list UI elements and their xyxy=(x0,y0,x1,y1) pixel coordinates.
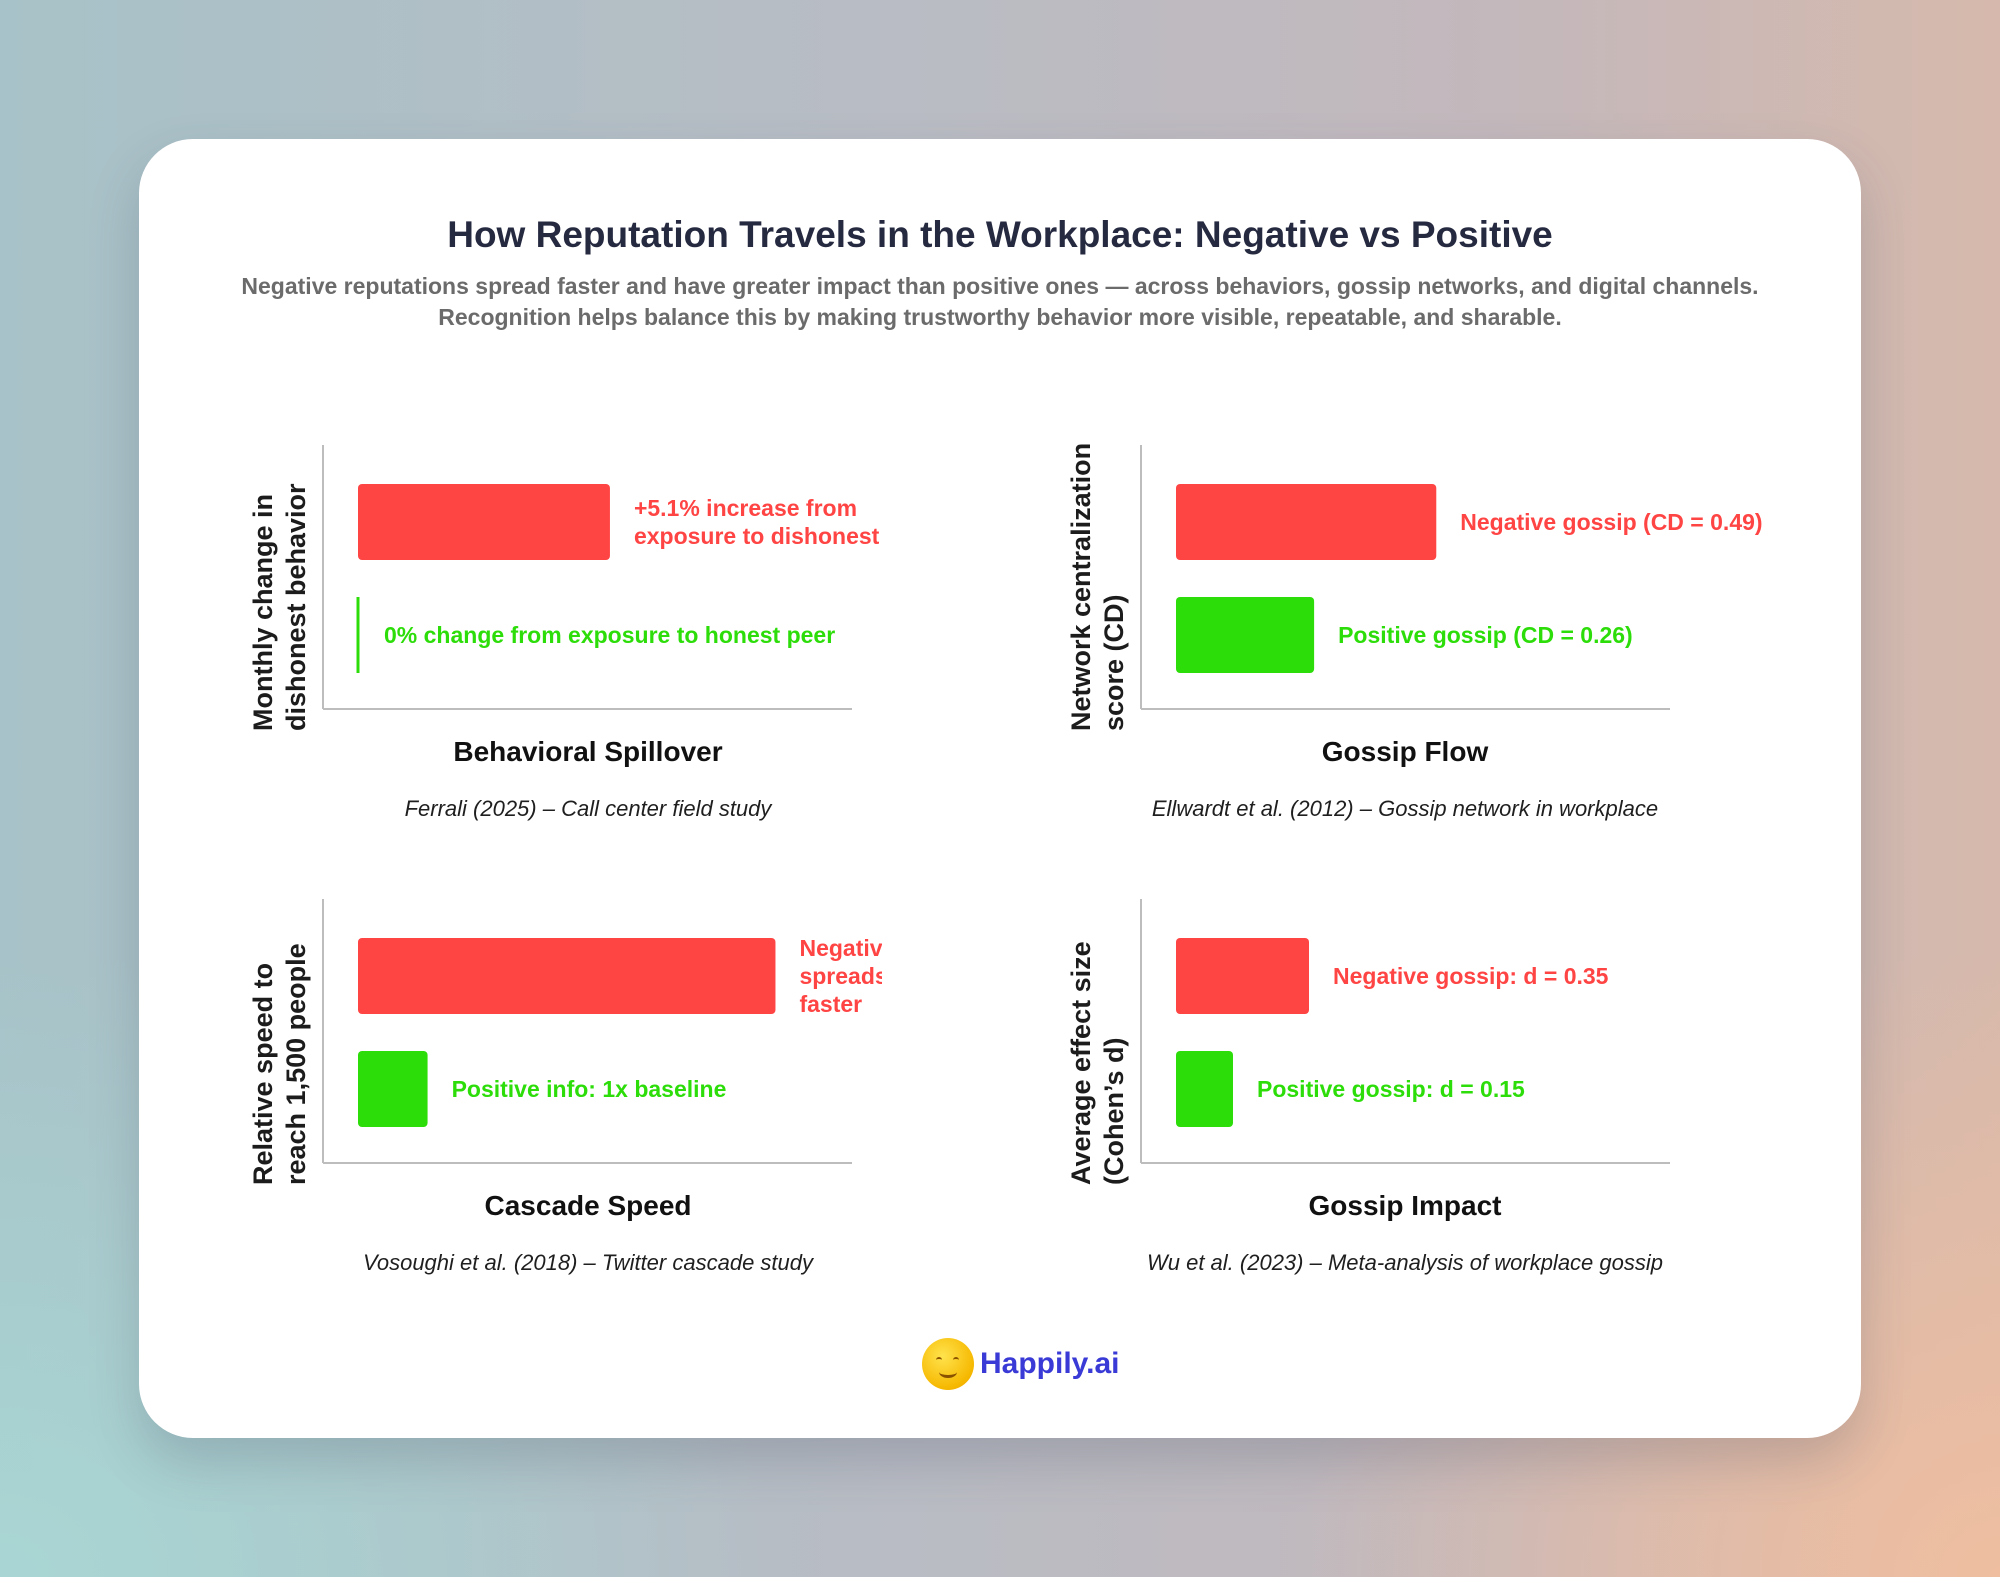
positive-data-label: Positive info: 1x baseline xyxy=(452,1076,727,1102)
negative-data-label-line: spreads 6x xyxy=(799,963,882,989)
y-axis-label-line-2: score (CD) xyxy=(1099,594,1129,731)
gossip-impact-chart: Negative gossip: d = 0.35 Positive gossip… xyxy=(1140,899,1670,1164)
happily-logo: Happily.ai xyxy=(922,1336,1119,1392)
negative-bar xyxy=(358,484,610,560)
positive-bar xyxy=(1176,597,1315,673)
negative-data-label-line: exposure to dishonest peer xyxy=(634,523,882,549)
chart-source: Wu et al. (2023) – Meta-analysis of work… xyxy=(1146,1250,1663,1275)
smiley-face-icon xyxy=(922,1338,974,1390)
y-axis-label-line-2: dishonest behavior xyxy=(281,483,311,731)
negative-data-label: Negative gossip: d = 0.35 xyxy=(1333,963,1609,989)
y-axis-label-line-2: reach 1,500 people xyxy=(281,943,311,1185)
negative-data-label-line: +5.1% increase from xyxy=(634,495,857,521)
chart-title: Gossip Impact xyxy=(1308,1190,1502,1221)
positive-bar xyxy=(358,1051,428,1127)
logo-text: Happily.ai xyxy=(980,1347,1120,1380)
chart-source: Vosoughi et al. (2018) – Twitter cascade… xyxy=(362,1250,813,1275)
y-axis-label-line-1: Monthly change in xyxy=(248,493,278,731)
y-axis-label: Relative speed to reach 1,500 people xyxy=(240,865,320,1185)
chart-source: Ferrali (2025) – Call center field study xyxy=(404,796,772,821)
positive-data-label-line: Positive info: 1x baseline xyxy=(452,1076,727,1102)
y-axis-label: Average effect size (Cohen’s d) xyxy=(1058,865,1138,1185)
infographic-card xyxy=(139,139,1861,1438)
chart-source: Ellwardt et al. (2012) – Gossip network … xyxy=(1151,796,1659,821)
chart-title: Behavioral Spillover xyxy=(453,736,723,767)
y-axis-label-line-1: Average effect size xyxy=(1066,941,1096,1185)
chart-title: Cascade Speed xyxy=(484,1190,692,1221)
y-axis-label-line-1: Relative speed to xyxy=(248,962,278,1185)
cascade-speed-chart: Negative info:spreads 6xfaster Positive i… xyxy=(322,899,882,1164)
negative-bar xyxy=(358,938,776,1014)
negative-data-label-line: faster xyxy=(799,991,862,1017)
page-subtitle-line-2: Recognition helps balance this by making… xyxy=(438,304,1562,330)
positive-data-label-line: 0% change from exposure to honest peer xyxy=(384,622,835,648)
positive-data-label: 0% change from exposure to honest peer xyxy=(384,622,835,648)
negative-data-label: Negative info:spreads 6xfaster xyxy=(799,935,882,1017)
page-title: How Reputation Travels in the Workplace:… xyxy=(447,214,1553,255)
negative-data-label: +5.1% increase from exposure to dishonest… xyxy=(634,495,882,549)
negative-data-label-line: Negative gossip: d = 0.35 xyxy=(1333,963,1609,989)
behavioral-spillover-chart: +5.1% increase from exposure to dishonest… xyxy=(322,445,882,710)
positive-data-label: Positive gossip: d = 0.15 xyxy=(1257,1076,1525,1102)
positive-data-label: Positive gossip (CD = 0.26) xyxy=(1338,622,1633,648)
chart-title: Gossip Flow xyxy=(1321,736,1489,767)
negative-data-label: Negative gossip (CD = 0.49) xyxy=(1460,509,1762,535)
positive-bar xyxy=(1176,1051,1233,1127)
y-axis-label-line-2: (Cohen’s d) xyxy=(1099,1037,1129,1186)
gossip-flow-chart: Negative gossip (CD = 0.49) Positive goss… xyxy=(1140,445,1763,710)
negative-data-label-line: Negative gossip (CD = 0.49) xyxy=(1460,509,1762,535)
negative-bar xyxy=(1176,938,1309,1014)
y-axis-label: Monthly change in dishonest behavior xyxy=(240,411,320,731)
negative-bar xyxy=(1176,484,1437,560)
negative-data-label-line: Negative info: xyxy=(799,935,882,961)
positive-data-label-line: Positive gossip: d = 0.15 xyxy=(1257,1076,1525,1102)
positive-data-label-line: Positive gossip (CD = 0.26) xyxy=(1338,622,1633,648)
page-subtitle-line-1: Negative reputations spread faster and h… xyxy=(241,273,1759,299)
y-axis-label: Network centralization score (CD) xyxy=(1058,411,1138,731)
y-axis-label-line-1: Network centralization xyxy=(1066,442,1096,731)
